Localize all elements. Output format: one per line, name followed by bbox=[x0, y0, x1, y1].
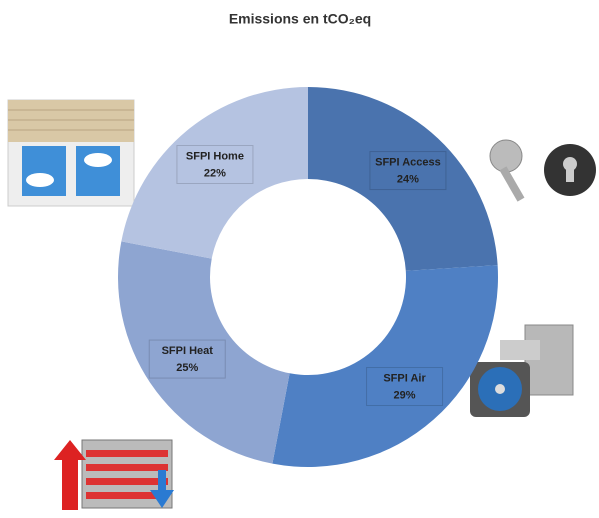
category-label: SFPI Heat bbox=[162, 345, 214, 357]
label-box bbox=[148, 339, 226, 379]
category-label: SFPI Access bbox=[375, 156, 441, 168]
label-box bbox=[176, 145, 254, 185]
chart-title: Emissions en tCO₂eq bbox=[229, 11, 371, 27]
label-box bbox=[366, 367, 444, 407]
ventilation-icon bbox=[470, 324, 574, 417]
label-box bbox=[369, 151, 447, 191]
donut-slice bbox=[272, 265, 499, 467]
keys-icon bbox=[489, 139, 596, 202]
value-label: 29% bbox=[394, 389, 416, 401]
category-label: SFPI Air bbox=[383, 372, 426, 384]
radiator-icon bbox=[54, 439, 174, 510]
window-icon bbox=[7, 99, 135, 207]
value-label: 22% bbox=[204, 167, 226, 179]
value-label: 24% bbox=[397, 173, 419, 185]
value-label: 25% bbox=[176, 362, 198, 374]
category-label: SFPI Home bbox=[186, 150, 244, 162]
